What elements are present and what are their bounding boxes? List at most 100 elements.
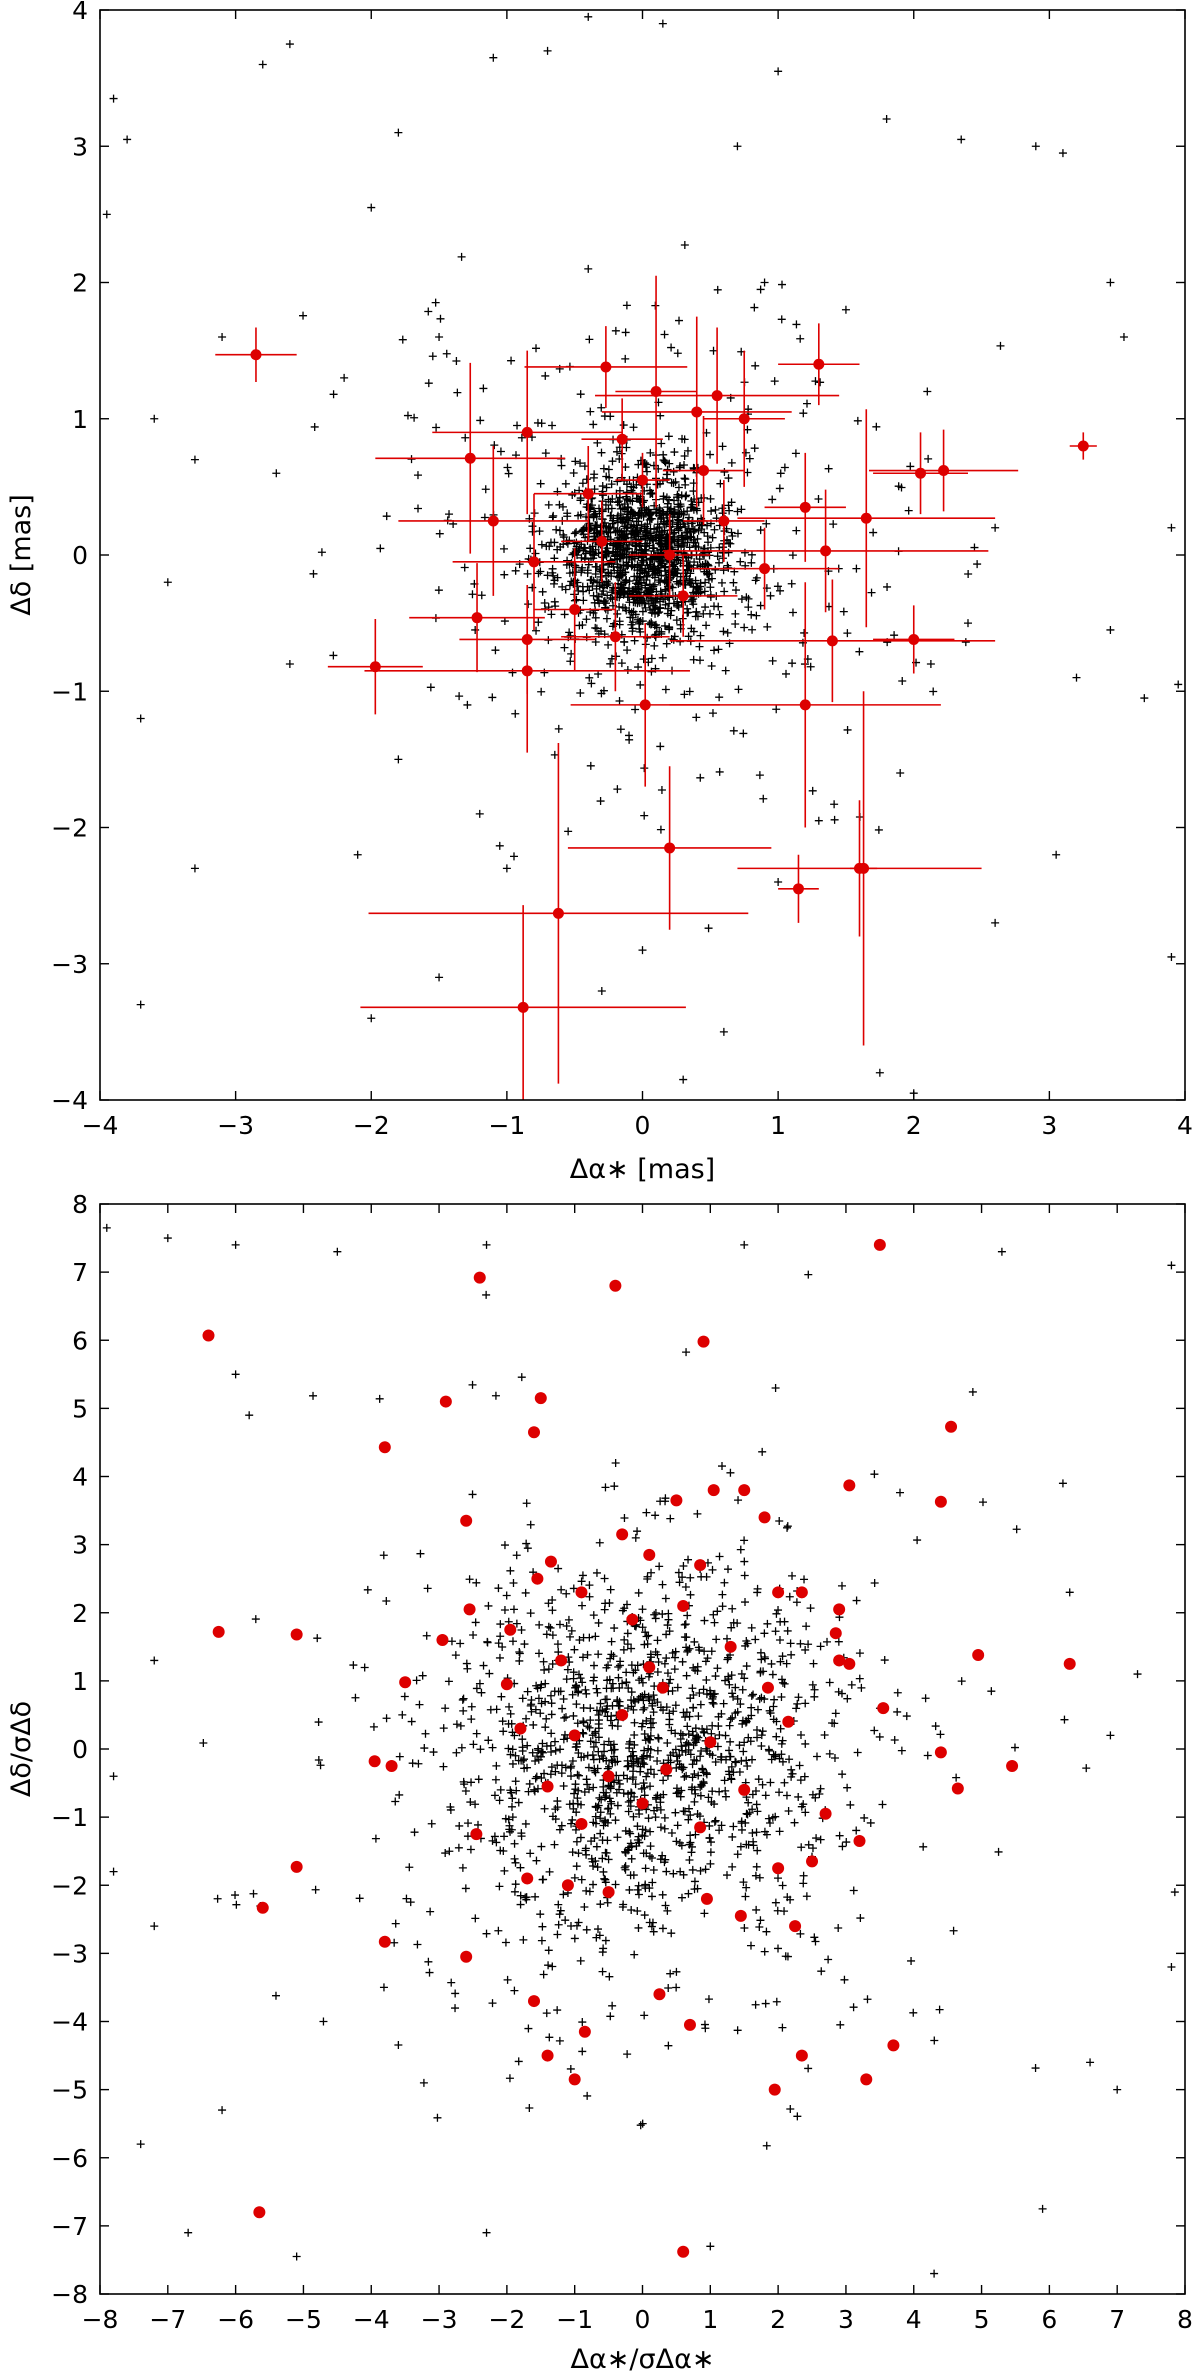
plus-marker [561,1763,570,1772]
red-data-point [578,2025,591,2038]
plus-marker [506,1750,515,1759]
red-marker [636,1797,649,1810]
plus-marker [550,538,559,547]
red-marker [600,361,612,373]
plus-marker [654,1658,663,1667]
plus-marker [835,1831,844,1840]
plus-marker [636,2121,645,2130]
plus-marker [569,1711,578,1720]
plus-marker [598,482,607,491]
plus-marker [681,1748,690,1757]
plus-marker [710,1618,719,1627]
plus-marker [349,1661,358,1670]
plus-marker [656,1497,665,1506]
plus-marker [602,1695,611,1704]
plus-marker [693,612,702,621]
red-marker [500,1678,513,1691]
plus-marker [479,384,488,393]
plus-marker [665,599,674,608]
plus-marker [689,655,698,664]
plus-marker [656,1823,665,1832]
plus-marker [590,470,599,479]
plus-marker [766,591,775,600]
plus-marker [683,1611,692,1620]
plus-marker [747,1703,756,1712]
plus-marker [705,609,714,618]
red-data-point [724,1640,737,1653]
plus-marker [780,1679,789,1688]
plus-marker [626,1796,635,1805]
plus-marker [606,412,615,421]
plus-marker [574,1786,583,1795]
plus-marker [674,524,683,533]
red-data-point [662,416,745,526]
plus-marker [521,1819,530,1828]
plus-marker [776,1724,785,1733]
plus-marker [650,641,659,650]
plus-marker [834,1687,843,1696]
plus-marker [371,1834,380,1843]
plus-marker [587,1837,596,1846]
plus-marker [581,1844,590,1853]
plus-marker [774,1874,783,1883]
plus-marker [582,1925,591,1934]
plus-marker [715,610,724,619]
plus-marker [477,591,486,600]
plus-marker [767,1659,776,1668]
red-marker [1063,1657,1076,1670]
plus-marker [654,566,663,575]
plus-marker [680,580,689,589]
red-data-point [601,316,792,508]
red-marker [660,1763,673,1776]
plus-marker [692,607,701,616]
red-data-point [843,1657,856,1670]
plus-marker [400,1692,409,1701]
plus-marker [508,1759,517,1768]
plus-marker [1060,1715,1069,1724]
plus-marker [788,608,797,617]
plus-marker [574,546,583,555]
y-tick-label: 3 [72,1531,88,1560]
plus-marker [630,1792,639,1801]
plus-marker [511,1880,520,1889]
plus-marker [533,1752,542,1761]
y-tick-label: −5 [51,2076,88,2105]
plus-marker [643,1640,652,1649]
red-marker [616,1708,629,1721]
red-marker [945,1420,958,1433]
plus-marker [542,1714,551,1723]
plus-marker [778,280,787,289]
plus-marker [629,1705,638,1714]
plus-marker [647,1892,656,1901]
plus-marker [783,1522,792,1531]
plus-marker [591,613,600,622]
plus-marker [641,1628,650,1637]
plus-marker [583,582,592,591]
plus-marker [589,420,598,429]
plus-marker [589,1755,598,1764]
plus-marker [567,1819,576,1828]
plus-marker [603,591,612,600]
plus-marker [686,1750,695,1759]
plus-marker [594,1733,603,1742]
plus-marker [544,1961,553,1970]
plus-marker [782,669,791,678]
plus-marker [451,2004,460,2013]
plus-marker [706,1838,715,1847]
plus-marker [674,579,683,588]
plus-marker [500,1832,509,1841]
plus-marker [1086,2058,1095,2067]
plus-marker [675,1751,684,1760]
plus-marker [656,1798,665,1807]
plus-marker [736,1545,745,1554]
plus-marker [694,1733,703,1742]
red-marker [860,2073,873,2086]
plus-marker [627,1788,636,1797]
red-data-point [500,1678,513,1691]
red-data-point [677,2245,690,2258]
plus-marker [534,1649,543,1658]
plus-marker [778,1652,787,1661]
red-data-point [795,2049,808,2062]
plus-marker [670,448,679,457]
plus-marker [762,519,771,528]
